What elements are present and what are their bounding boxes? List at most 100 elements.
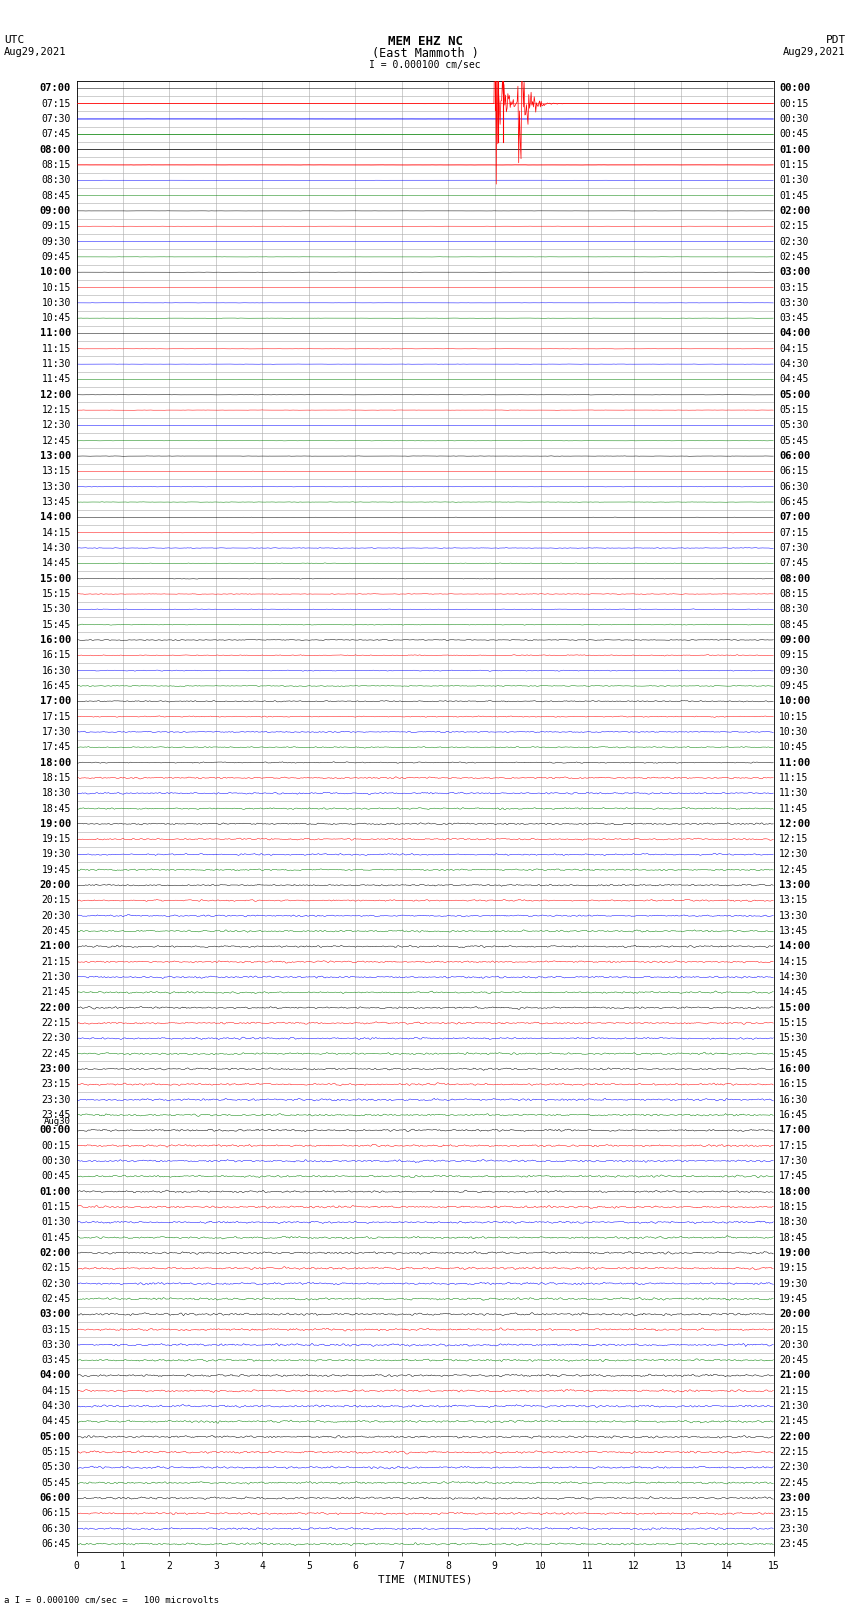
Text: MEM EHZ NC: MEM EHZ NC	[388, 35, 462, 48]
Text: 16:30: 16:30	[779, 1095, 808, 1105]
Text: 13:00: 13:00	[779, 881, 810, 890]
Text: 10:15: 10:15	[779, 711, 808, 721]
Text: 00:15: 00:15	[779, 98, 808, 108]
Text: 22:30: 22:30	[42, 1034, 71, 1044]
Text: 03:30: 03:30	[42, 1340, 71, 1350]
Text: 08:45: 08:45	[779, 619, 808, 629]
Text: 08:30: 08:30	[42, 176, 71, 185]
Text: 23:15: 23:15	[42, 1079, 71, 1089]
Text: 23:30: 23:30	[42, 1095, 71, 1105]
Text: 14:45: 14:45	[42, 558, 71, 568]
Text: 10:30: 10:30	[42, 298, 71, 308]
Text: 06:30: 06:30	[779, 482, 808, 492]
Text: 18:00: 18:00	[40, 758, 71, 768]
Text: 21:45: 21:45	[42, 987, 71, 997]
Text: 00:00: 00:00	[779, 84, 810, 94]
Text: 20:15: 20:15	[42, 895, 71, 905]
Text: 20:45: 20:45	[779, 1355, 808, 1365]
Text: 06:30: 06:30	[42, 1524, 71, 1534]
Text: (East Mammoth ): (East Mammoth )	[371, 47, 479, 60]
Text: 18:30: 18:30	[779, 1218, 808, 1227]
Text: 16:45: 16:45	[779, 1110, 808, 1119]
Text: 23:00: 23:00	[40, 1065, 71, 1074]
Text: 12:15: 12:15	[779, 834, 808, 844]
Text: 23:00: 23:00	[779, 1494, 810, 1503]
Text: 22:00: 22:00	[40, 1003, 71, 1013]
Text: 09:15: 09:15	[779, 650, 808, 660]
Text: 02:30: 02:30	[779, 237, 808, 247]
Text: 10:15: 10:15	[42, 282, 71, 292]
Text: 09:00: 09:00	[40, 206, 71, 216]
Text: 15:15: 15:15	[42, 589, 71, 598]
Text: 21:15: 21:15	[779, 1386, 808, 1395]
Text: 22:00: 22:00	[779, 1432, 810, 1442]
Text: 04:30: 04:30	[779, 360, 808, 369]
Text: 00:45: 00:45	[779, 129, 808, 139]
Text: 14:00: 14:00	[40, 513, 71, 523]
Text: 20:00: 20:00	[40, 881, 71, 890]
Text: Aug29,2021: Aug29,2021	[4, 47, 67, 56]
Text: 19:00: 19:00	[40, 819, 71, 829]
Text: 05:00: 05:00	[40, 1432, 71, 1442]
Text: 16:45: 16:45	[42, 681, 71, 690]
Text: 22:45: 22:45	[779, 1478, 808, 1487]
Text: 18:30: 18:30	[42, 789, 71, 798]
Text: 05:15: 05:15	[42, 1447, 71, 1457]
Text: 02:15: 02:15	[779, 221, 808, 231]
Text: 00:45: 00:45	[42, 1171, 71, 1181]
Text: 12:00: 12:00	[40, 390, 71, 400]
Text: 18:45: 18:45	[42, 803, 71, 813]
Text: 19:30: 19:30	[779, 1279, 808, 1289]
Text: 16:00: 16:00	[40, 636, 71, 645]
Text: 21:30: 21:30	[42, 973, 71, 982]
Text: 16:15: 16:15	[42, 650, 71, 660]
Text: UTC: UTC	[4, 35, 25, 45]
Text: 07:00: 07:00	[779, 513, 810, 523]
Text: 14:00: 14:00	[779, 942, 810, 952]
Text: 18:45: 18:45	[779, 1232, 808, 1242]
Text: 05:00: 05:00	[779, 390, 810, 400]
Text: 21:15: 21:15	[42, 957, 71, 966]
Text: 03:00: 03:00	[40, 1310, 71, 1319]
Text: 21:00: 21:00	[40, 942, 71, 952]
Text: 20:30: 20:30	[779, 1340, 808, 1350]
Text: 05:45: 05:45	[779, 436, 808, 445]
Text: 13:30: 13:30	[779, 911, 808, 921]
Text: 03:45: 03:45	[42, 1355, 71, 1365]
Text: 13:45: 13:45	[779, 926, 808, 936]
Text: 03:15: 03:15	[42, 1324, 71, 1334]
Text: 17:15: 17:15	[42, 711, 71, 721]
Text: 17:30: 17:30	[42, 727, 71, 737]
Text: 22:15: 22:15	[779, 1447, 808, 1457]
Text: 07:15: 07:15	[779, 527, 808, 537]
Text: 11:30: 11:30	[42, 360, 71, 369]
Text: 14:15: 14:15	[42, 527, 71, 537]
Text: 15:00: 15:00	[779, 1003, 810, 1013]
Text: 12:15: 12:15	[42, 405, 71, 415]
Text: I = 0.000100 cm/sec: I = 0.000100 cm/sec	[369, 60, 481, 69]
Text: 10:45: 10:45	[779, 742, 808, 752]
Text: 14:30: 14:30	[779, 973, 808, 982]
Text: 07:30: 07:30	[779, 544, 808, 553]
Text: 11:45: 11:45	[779, 803, 808, 813]
Text: 17:30: 17:30	[779, 1157, 808, 1166]
Text: 10:30: 10:30	[779, 727, 808, 737]
Text: 08:15: 08:15	[779, 589, 808, 598]
Text: 07:45: 07:45	[779, 558, 808, 568]
X-axis label: TIME (MINUTES): TIME (MINUTES)	[377, 1574, 473, 1586]
Text: 04:45: 04:45	[779, 374, 808, 384]
Text: 01:15: 01:15	[42, 1202, 71, 1211]
Text: 19:15: 19:15	[779, 1263, 808, 1273]
Text: 04:00: 04:00	[779, 329, 810, 339]
Text: 19:45: 19:45	[779, 1294, 808, 1303]
Text: 14:15: 14:15	[779, 957, 808, 966]
Text: 16:00: 16:00	[779, 1065, 810, 1074]
Text: 18:15: 18:15	[779, 1202, 808, 1211]
Text: 20:15: 20:15	[779, 1324, 808, 1334]
Text: 16:15: 16:15	[779, 1079, 808, 1089]
Text: 05:45: 05:45	[42, 1478, 71, 1487]
Text: 09:30: 09:30	[779, 666, 808, 676]
Text: 18:00: 18:00	[779, 1187, 810, 1197]
Text: 07:00: 07:00	[40, 84, 71, 94]
Text: 02:00: 02:00	[779, 206, 810, 216]
